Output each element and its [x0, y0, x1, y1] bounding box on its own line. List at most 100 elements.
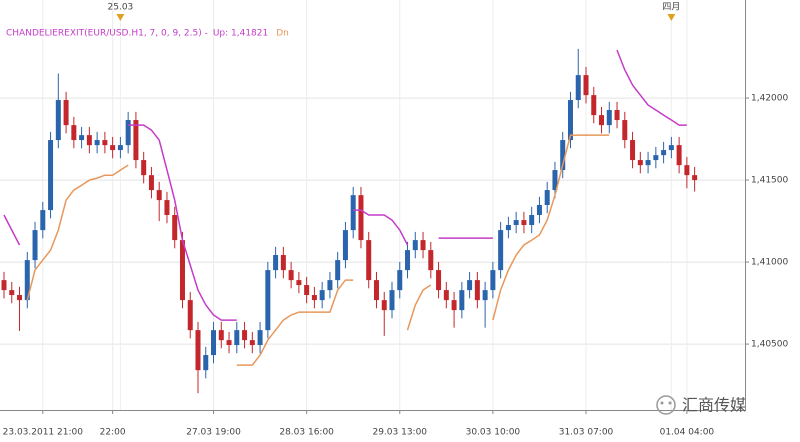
candle-body	[420, 240, 426, 251]
candle-body	[544, 190, 550, 205]
candle-body	[381, 300, 387, 311]
candle-body	[102, 140, 108, 146]
candle-body	[342, 230, 348, 261]
candle-body	[498, 230, 504, 271]
candle-body	[560, 140, 566, 171]
candle-body	[17, 295, 23, 301]
candle-body	[350, 195, 356, 231]
candle-body	[148, 175, 154, 191]
candle-body	[606, 110, 612, 126]
candle-body	[242, 330, 248, 341]
candle-body	[125, 120, 131, 146]
x-tick-label: 22:00	[100, 428, 126, 438]
x-tick-label: 29.03 13:00	[372, 428, 427, 438]
candle-body	[459, 290, 465, 311]
candle-body	[513, 220, 519, 226]
candle-body	[296, 280, 302, 286]
watermark-icon	[668, 401, 672, 405]
y-tick-label: 1,40500	[751, 340, 788, 350]
top-marker	[116, 14, 125, 21]
watermark: 汇商传媒	[656, 395, 746, 415]
candle-body	[211, 330, 217, 356]
candle-body	[234, 330, 240, 346]
candle-body	[567, 100, 573, 141]
candle-body	[591, 95, 597, 116]
top-marker-label: 25.03	[108, 3, 134, 13]
candle-body	[117, 145, 123, 151]
candle-body	[436, 270, 442, 291]
candle-body	[529, 215, 535, 226]
candle-body	[405, 250, 411, 271]
x-tick-label: 31.03 07:00	[559, 428, 614, 438]
candle-body	[280, 255, 286, 271]
y-tick-label: 1,41500	[751, 176, 788, 186]
legend-label: Dn	[276, 29, 289, 39]
x-tick-label: 30.03 10:00	[466, 428, 521, 438]
legend-label: Up: 1,41821	[213, 29, 268, 39]
candle-body	[668, 145, 674, 151]
candle-body	[428, 250, 434, 271]
top-marker-label: 四月	[662, 2, 680, 13]
candle-body	[474, 280, 480, 301]
candle-body	[443, 290, 449, 301]
candle-body	[536, 205, 542, 216]
candle-body	[614, 110, 620, 121]
candle-body	[79, 135, 85, 141]
candle-body	[9, 290, 15, 296]
candle-body	[358, 195, 364, 241]
y-tick-label: 1,41000	[751, 258, 788, 268]
candle-body	[203, 355, 209, 371]
candle-body	[226, 340, 232, 346]
candle-body	[133, 120, 139, 161]
candle-body	[55, 100, 61, 141]
x-tick-label: 01.04 04:00	[660, 428, 715, 438]
candle-body	[141, 160, 147, 176]
candle-body	[164, 200, 170, 216]
watermark-text: 汇商传媒	[682, 396, 746, 415]
candle-body	[676, 145, 682, 166]
candle-body	[288, 270, 294, 281]
candle-body	[505, 225, 511, 231]
watermark-icon	[660, 401, 664, 405]
candle-body	[195, 330, 201, 371]
candle-body	[637, 160, 643, 166]
candle-body	[490, 270, 496, 291]
candle-body	[249, 340, 255, 346]
indicator-line	[26, 134, 610, 366]
candle-body	[451, 300, 457, 311]
candle-body	[187, 300, 193, 331]
candle-body	[467, 280, 473, 291]
plot-area	[0, 0, 745, 410]
candle-body	[692, 175, 698, 181]
x-tick-label: 28.03 16:00	[279, 428, 334, 438]
candle-body	[156, 190, 162, 201]
candle-body	[86, 135, 92, 146]
candle-body	[521, 220, 527, 226]
candle-body	[583, 75, 589, 96]
candle-body	[630, 140, 636, 161]
candle-body	[645, 160, 651, 166]
candle-body	[63, 100, 69, 126]
candle-body	[257, 330, 263, 346]
candle-body	[71, 125, 77, 141]
candle-body	[48, 140, 54, 211]
candle-body	[32, 230, 38, 261]
candle-body	[335, 260, 341, 281]
candle-body	[482, 290, 488, 301]
candle-body	[653, 155, 659, 161]
candle-body	[661, 150, 667, 156]
candle-body	[684, 165, 690, 176]
candle-body	[1, 280, 7, 291]
candle-body	[304, 285, 310, 296]
candle-body	[552, 170, 558, 191]
indicator-title: CHANDELIEREXIT(EUR/USD.H1, 7, 0, 9, 2.5)…	[6, 29, 208, 39]
candle-body	[179, 240, 185, 301]
candle-body	[599, 115, 605, 126]
candle-body	[397, 270, 403, 291]
y-tick-label: 1,42000	[751, 94, 788, 104]
candle-body	[40, 210, 46, 231]
watermark-icon	[656, 395, 676, 415]
candle-body	[327, 280, 333, 291]
top-marker	[667, 14, 676, 21]
